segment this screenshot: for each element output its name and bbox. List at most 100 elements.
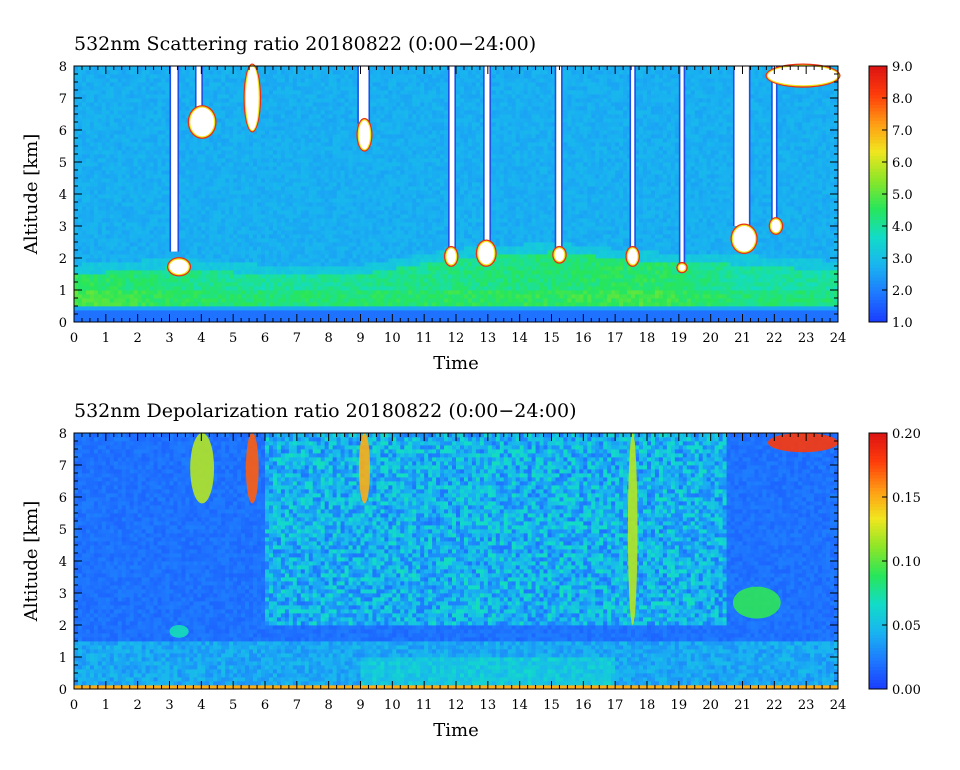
heatmap-cell (364, 166, 368, 170)
heatmap-cell (364, 154, 368, 158)
heatmap-cell (74, 242, 78, 246)
heatmap-cell (185, 286, 189, 290)
heatmap-cell (94, 114, 98, 118)
heatmap-cell (217, 122, 221, 126)
heatmap-cell (349, 114, 353, 118)
heatmap-cell (233, 250, 237, 254)
heatmap-cell (265, 306, 269, 310)
heatmap-cell (353, 282, 357, 286)
heatmap-cell (150, 122, 154, 126)
heatmap-cell (253, 262, 257, 266)
heatmap-cell (368, 306, 372, 310)
heatmap-cell (225, 158, 229, 162)
heatmap-cell (301, 262, 305, 266)
heatmap-cell (372, 154, 376, 158)
heatmap-cell (325, 210, 329, 214)
heatmap-cell (341, 98, 345, 102)
heatmap-cell (106, 98, 110, 102)
heatmap-cell (297, 218, 301, 222)
heatmap-cell (229, 186, 233, 190)
heatmap-cell (361, 286, 365, 290)
heatmap-cell (158, 154, 162, 158)
heatmap-cell (345, 166, 349, 170)
heatmap-cell (122, 102, 126, 106)
heatmap-cell (257, 302, 261, 306)
heatmap-cell (237, 294, 241, 298)
heatmap-cell (185, 278, 189, 282)
heatmap-cell (285, 262, 289, 266)
heatmap-cell (138, 250, 142, 254)
heatmap-cell (325, 198, 329, 202)
heatmap-cell (285, 70, 289, 74)
heatmap-cell (90, 310, 94, 314)
heatmap-cell (126, 286, 130, 290)
heatmap-cell (122, 114, 126, 118)
heatmap-cell (337, 82, 341, 86)
heatmap-cell (122, 110, 126, 114)
heatmap-cell (329, 310, 333, 314)
heatmap-cell (269, 266, 273, 270)
heatmap-cell (138, 114, 142, 118)
heatmap-cell (82, 182, 86, 186)
heatmap-cell (277, 194, 281, 198)
heatmap-cell (245, 194, 249, 198)
heatmap-cell (86, 154, 90, 158)
heatmap-cell (321, 162, 325, 166)
heatmap-cell (380, 230, 384, 234)
heatmap-cell (241, 218, 245, 222)
heatmap-cell (273, 294, 277, 298)
heatmap-cell (82, 114, 86, 118)
heatmap-cell (325, 166, 329, 170)
heatmap-cell (166, 130, 170, 134)
heatmap-cell (213, 302, 217, 306)
heatmap-cell (305, 290, 309, 294)
heatmap-cell (126, 138, 130, 142)
heatmap-cell (249, 310, 253, 314)
heatmap-cell (217, 158, 221, 162)
heatmap-cell (364, 242, 368, 246)
heatmap-cell (126, 174, 130, 178)
heatmap-cell (305, 254, 309, 258)
heatmap-cell (309, 210, 313, 214)
heatmap-cell (297, 210, 301, 214)
heatmap-cell (372, 230, 376, 234)
heatmap-cell (309, 190, 313, 194)
heatmap-cell (197, 158, 201, 162)
heatmap-cell (205, 70, 209, 74)
heatmap-cell (361, 170, 365, 174)
heatmap-cell (146, 174, 150, 178)
heatmap-cell (213, 146, 217, 150)
heatmap-cell (110, 170, 114, 174)
heatmap-cell (162, 154, 166, 158)
heatmap-cell (78, 234, 82, 238)
heatmap-cell (317, 234, 321, 238)
heatmap-cell (122, 314, 126, 318)
heatmap-cell (118, 126, 122, 130)
heatmap-cell (118, 286, 122, 290)
heatmap-cell (217, 278, 221, 282)
heatmap-cell (297, 186, 301, 190)
heatmap-cell (225, 198, 229, 202)
heatmap-cell (345, 234, 349, 238)
heatmap-cell (217, 306, 221, 310)
heatmap-cell (138, 102, 142, 106)
heatmap-cell (102, 294, 106, 298)
heatmap-cell (166, 310, 170, 314)
heatmap-cell (261, 130, 265, 134)
heatmap-cell (241, 258, 245, 262)
heatmap-cell (301, 166, 305, 170)
heatmap-cell (86, 282, 90, 286)
heatmap-cell (126, 314, 130, 318)
heatmap-cell (225, 278, 229, 282)
heatmap-cell (353, 158, 357, 162)
heatmap-cell (289, 90, 293, 94)
heatmap-cell (269, 130, 273, 134)
heatmap-cell (349, 134, 353, 138)
heatmap-cell (253, 178, 257, 182)
heatmap-cell (181, 74, 185, 78)
heatmap-cell (329, 122, 333, 126)
heatmap-cell (217, 234, 221, 238)
heatmap-cell (150, 274, 154, 278)
heatmap-cell (237, 122, 241, 126)
heatmap-cell (193, 246, 197, 250)
